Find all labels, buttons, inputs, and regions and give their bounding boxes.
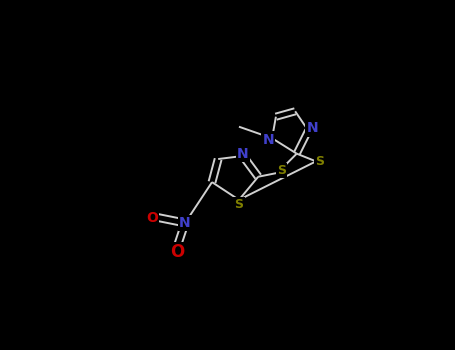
Text: N: N (237, 147, 248, 161)
Text: S: S (315, 155, 324, 168)
Text: N: N (263, 133, 274, 147)
Text: O: O (146, 211, 158, 225)
Text: N: N (306, 121, 318, 135)
Text: N: N (179, 216, 191, 230)
Text: S: S (234, 198, 243, 211)
Text: S: S (277, 164, 286, 177)
Text: O: O (170, 243, 184, 261)
